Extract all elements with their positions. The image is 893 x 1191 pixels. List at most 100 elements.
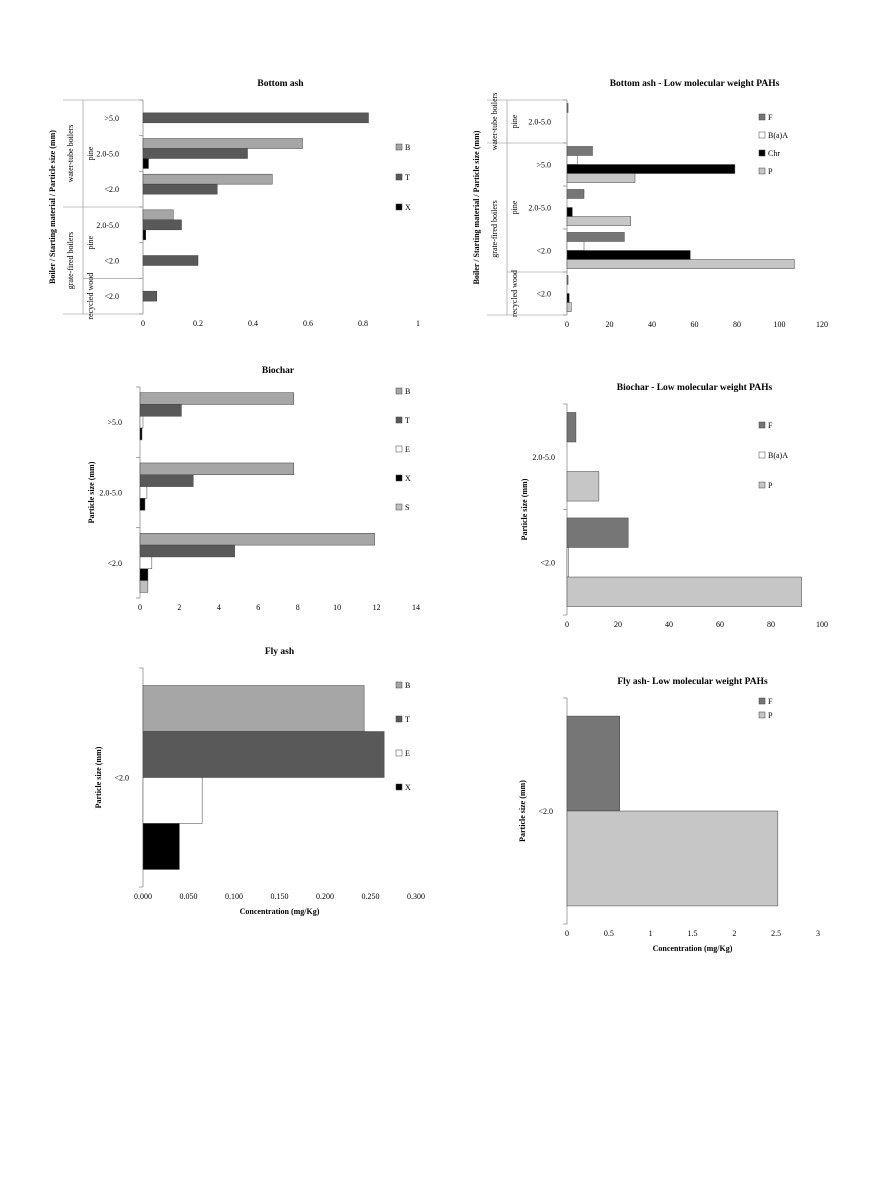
bar-t [142,183,218,195]
legend-label: Chr [768,149,780,158]
x-tick-label: 0 [565,320,569,329]
x-tick-label: 0 [565,929,569,938]
legend-swatch-x [395,783,403,791]
bar-x [142,229,146,241]
x-tick-label: 12 [373,603,381,612]
legend-label: T [405,416,410,425]
legend-label: E [405,445,410,454]
x-tick-label: 2 [732,929,736,938]
legend-label: T [405,173,410,182]
bar-e [142,777,203,824]
x-tick-label: 4 [217,603,221,612]
legend-swatch-t [395,416,403,424]
chart-title: Bottom ash [257,79,304,89]
x-tick-label: 2.5 [771,929,781,938]
legend-swatch-t [395,715,403,723]
bar-t [142,255,199,266]
legend-label: P [768,167,773,176]
category-label: <2.0 [104,185,119,194]
x-tick-label: 60 [691,320,699,329]
bar-b [139,462,295,476]
legend-label: X [405,783,411,792]
x-tick-label: 0.150 [271,892,289,901]
x-tick-label: 0.2 [193,319,203,328]
legend-label: B [405,387,410,396]
category-label: 2.0-5.0 [99,489,122,498]
x-tick-label: 20 [606,320,614,329]
x-tick-label: 3 [816,929,820,938]
legend-label: F [768,113,773,122]
y-axis-title: Boiler / Starting material / Particle si… [472,130,481,284]
chart-title: Fly ash- Low molecular weight PAHs [617,677,768,687]
bar-x [139,427,143,441]
legend-swatch-f [758,697,766,705]
legend-label: E [405,749,410,758]
category-label: 2.0-5.0 [96,150,119,159]
bar-f [566,275,569,285]
category-label: <2.0 [114,774,129,783]
material-group-label: pine [510,114,519,128]
material-group-label: recycled wood [510,270,519,317]
x-tick-label: 40 [648,320,656,329]
category-label: <2.0 [104,292,119,301]
y-axis-title: Particle size (mm) [94,746,103,808]
x-tick-label: 10 [333,603,341,612]
bar-f [566,412,577,443]
boiler-group-label: grate-fired boilers [490,200,499,258]
bar-p [566,259,795,269]
boiler-group-label: water-tube boilers [490,93,499,151]
x-tick-label: 0.5 [604,929,614,938]
x-tick-label: 1 [416,319,420,328]
x-tick-label: 0.6 [303,319,313,328]
x-tick-label: 40 [665,620,673,629]
legend-swatch-chr [758,149,766,157]
bar-f [566,103,569,113]
material-group-label: pine [86,146,95,160]
bar-f [566,517,629,548]
category-label: <2.0 [536,290,551,299]
bar-t [142,731,385,778]
x-tick-label: 0 [565,620,569,629]
x-tick-label: 0 [138,603,142,612]
legend-swatch-b [395,387,403,395]
x-tick-label: 120 [816,320,828,329]
legend-label: X [405,474,411,483]
legend-swatch-b-a-a [758,131,766,139]
bar-p [566,810,779,907]
x-axis-title: Concentration (mg/Kg) [653,944,733,953]
x-tick-label: 100 [816,620,828,629]
legend-swatch-x [395,474,403,482]
bar-p [566,216,631,226]
x-tick-label: 0.200 [316,892,334,901]
category-label: >5.0 [107,418,122,427]
x-tick-label: 1.5 [688,929,698,938]
x-tick-label: 0 [141,319,145,328]
bar-t [139,544,235,558]
x-tick-label: 0.8 [358,319,368,328]
bar-t [142,219,182,231]
legend-swatch-p [758,711,766,719]
chart-title: Biochar [262,366,295,376]
x-tick-label: 80 [733,320,741,329]
legend-label: F [768,421,773,430]
boiler-group-label: water-tube boilers [66,125,75,183]
bar-t [142,290,157,302]
material-group-label: pine [510,200,519,214]
bar-p [566,576,802,607]
chart-title: Bottom ash - Low molecular weight PAHs [610,79,780,89]
bar-x [142,823,180,870]
legend-label: B [405,681,410,690]
bar-f [566,189,585,199]
legend-label: B(a)A [768,451,788,460]
legend-swatch-t [395,173,403,181]
legend-label: X [405,203,411,212]
x-tick-label: 100 [774,320,786,329]
legend-label: P [768,711,773,720]
bar-b [139,533,375,546]
bar-p [566,471,600,502]
x-tick-label: 0.100 [225,892,243,901]
x-tick-label: 0.000 [134,892,152,901]
